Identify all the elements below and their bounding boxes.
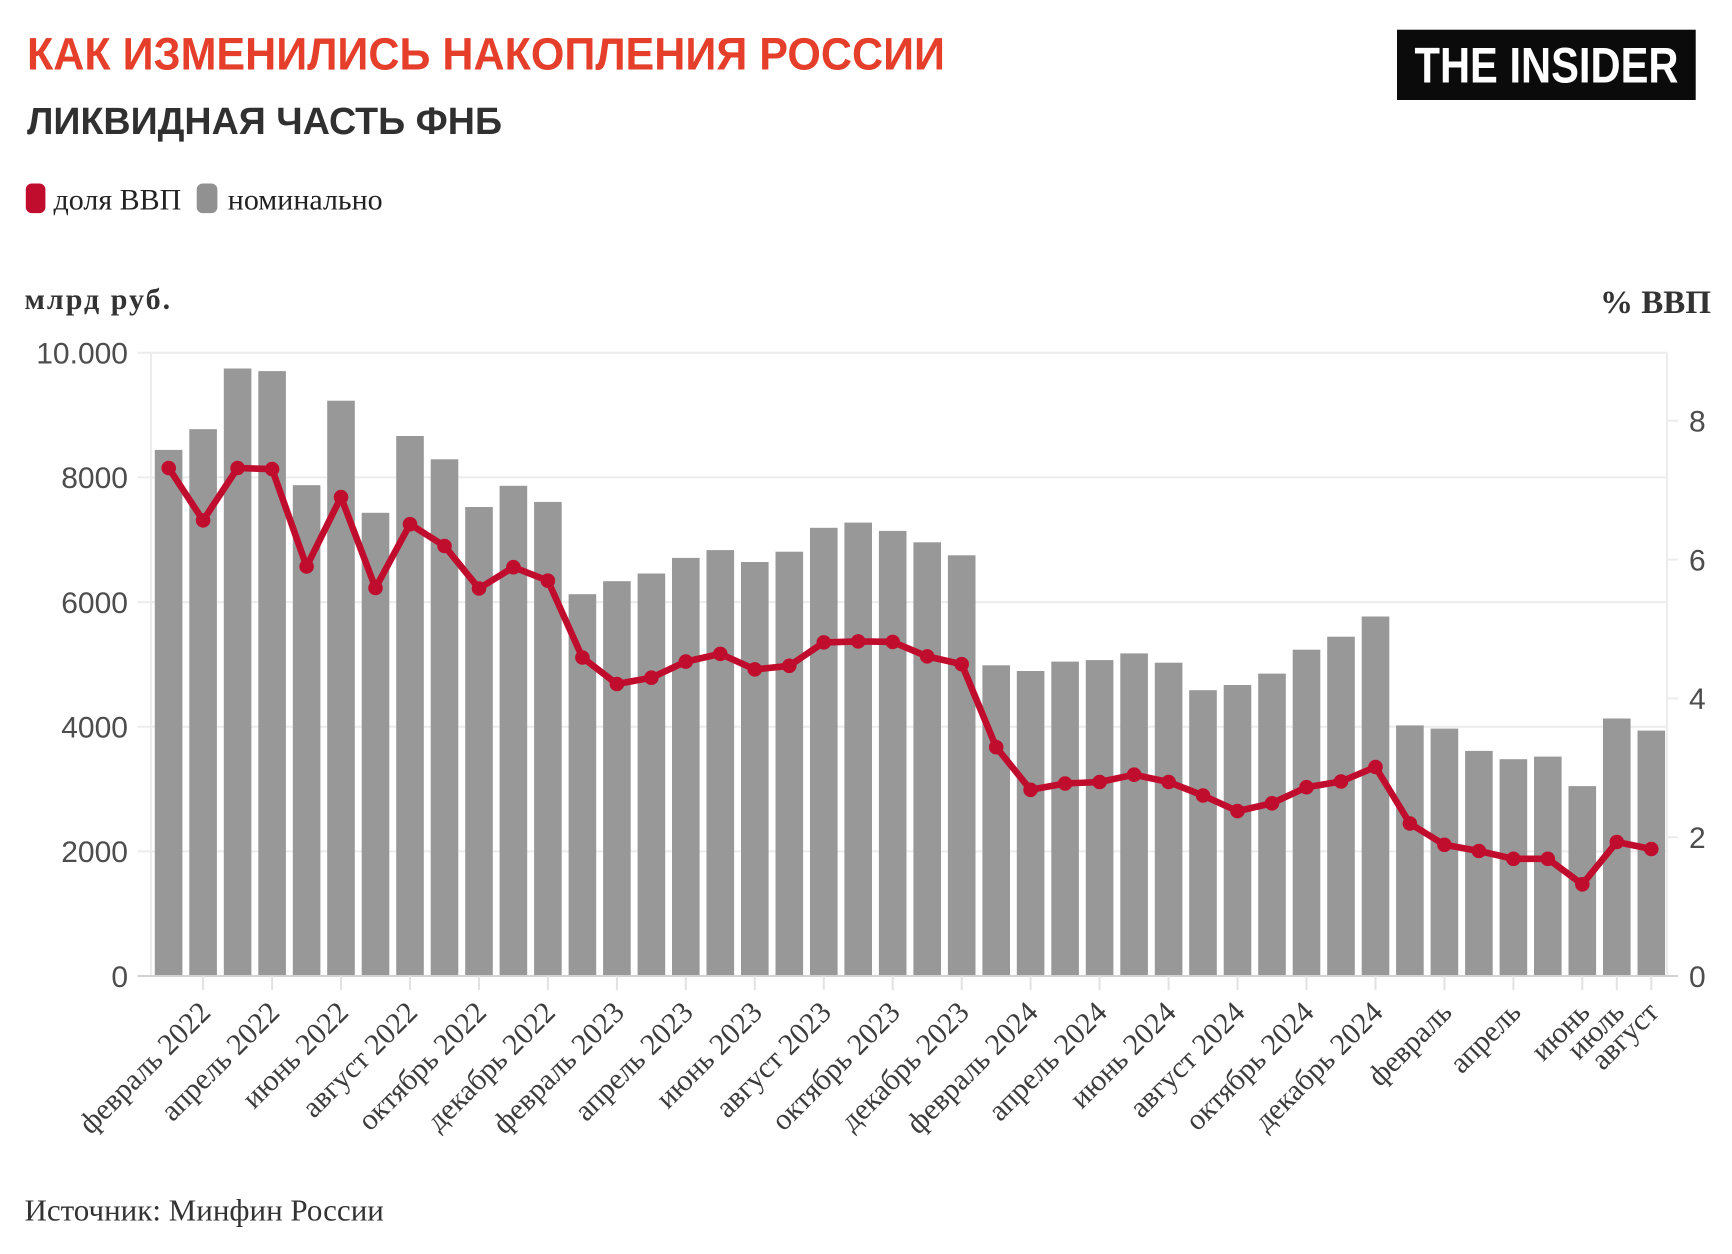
svg-text:6000: 6000 [61,587,128,620]
svg-text:0: 0 [111,961,128,994]
svg-text:2000: 2000 [61,836,128,869]
svg-text:млрд руб.: млрд руб. [25,283,173,316]
svg-text:доля ВВП: доля ВВП [54,184,182,217]
svg-text:номинально: номинально [228,184,383,217]
svg-text:КАК ИЗМЕНИЛИСЬ НАКОПЛЕНИЯ РОСС: КАК ИЗМЕНИЛИСЬ НАКОПЛЕНИЯ РОССИИ [27,29,945,80]
svg-text:10.000: 10.000 [36,338,128,371]
svg-text:ЛИКВИДНАЯ ЧАСТЬ ФНБ: ЛИКВИДНАЯ ЧАСТЬ ФНБ [27,101,502,143]
svg-text:2: 2 [1689,822,1706,855]
svg-text:8: 8 [1689,406,1706,439]
svg-text:0: 0 [1689,961,1706,994]
svg-text:THE INSIDER: THE INSIDER [1415,37,1679,93]
svg-text:Источник: Минфин России: Источник: Минфин России [25,1193,384,1228]
svg-text:4000: 4000 [61,712,128,745]
svg-text:4: 4 [1689,683,1706,716]
svg-text:6: 6 [1689,544,1706,577]
svg-text:% ВВП: % ВВП [1600,285,1711,321]
svg-text:8000: 8000 [61,462,128,495]
